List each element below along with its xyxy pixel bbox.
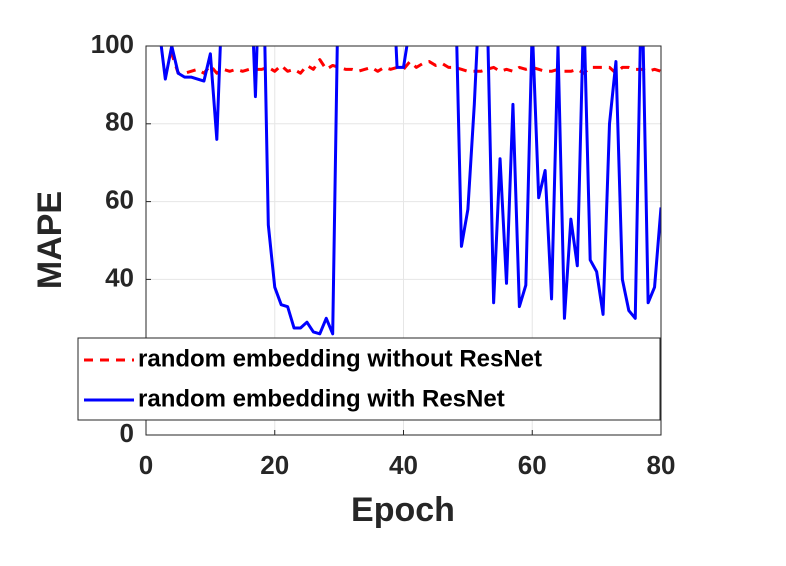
y-tick-label: 40 <box>105 262 134 292</box>
series-line <box>159 46 661 336</box>
legend-label: random embedding with ResNet <box>138 385 505 412</box>
y-tick-label: 100 <box>91 29 134 59</box>
x-tick-label: 80 <box>647 450 676 480</box>
legend-label: random embedding without ResNet <box>138 345 542 372</box>
y-tick-label: 80 <box>105 107 134 137</box>
y-tick-label: 60 <box>105 184 134 214</box>
x-tick-label: 60 <box>518 450 547 480</box>
y-axis-label: MAPE <box>31 191 69 289</box>
y-tick-label: 0 <box>120 418 134 448</box>
x-tick-label: 0 <box>139 450 153 480</box>
x-tick-label: 40 <box>389 450 418 480</box>
series-line <box>166 46 661 75</box>
legend-box <box>77 337 661 421</box>
x-tick-label: 20 <box>260 450 289 480</box>
x-axis-label: Epoch <box>351 491 455 529</box>
